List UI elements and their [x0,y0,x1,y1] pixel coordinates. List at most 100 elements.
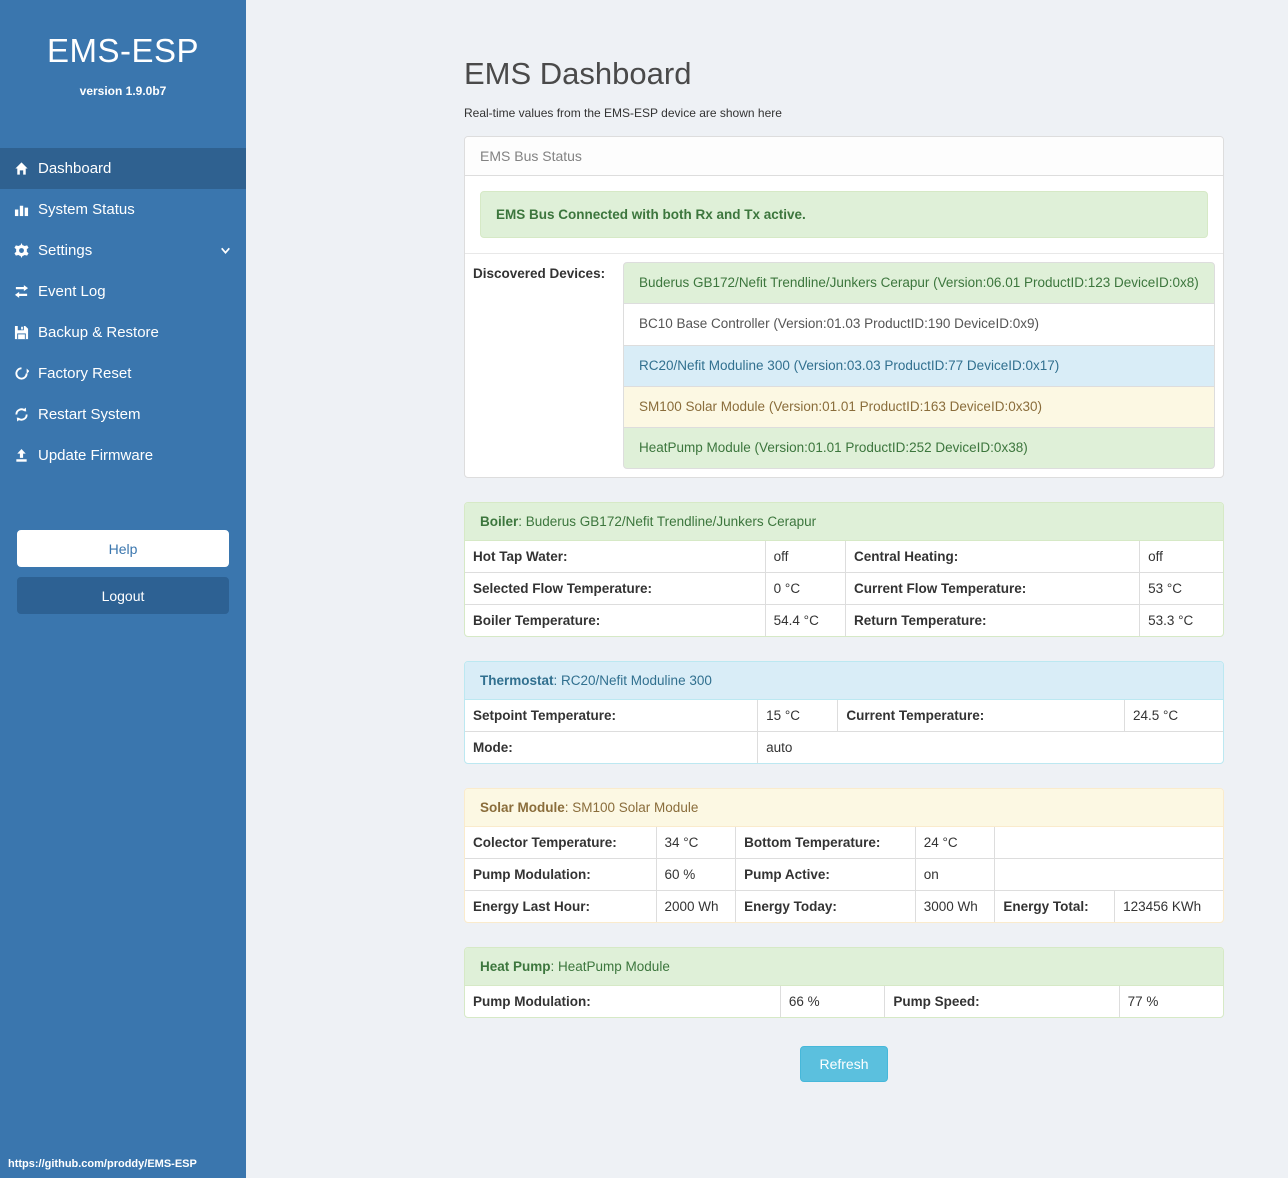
boiler-table: Hot Tap Water: off Central Heating: off … [465,541,1223,637]
sidebar-item-dashboard[interactable]: Dashboard [0,148,246,189]
table-row: Mode: auto [465,731,1223,764]
cell-label: Bottom Temperature: [735,827,916,860]
cell-value: 2000 Wh [655,890,737,923]
page-title: EMS Dashboard [464,56,692,91]
cell-value: 53.3 °C [1139,604,1223,637]
sidebar-item-label: System Status [38,201,135,218]
cell-label: Current Temperature: [837,700,1125,733]
help-button[interactable]: Help [17,530,229,567]
thermostat-panel-header: Thermostat: RC20/Nefit Moduline 300 [465,662,1223,701]
page-subtitle: Real-time values from the EMS-ESP device… [464,106,782,120]
device-list-item: RC20/Nefit Moduline 300 (Version:03.03 P… [623,344,1215,387]
table-row: Colector Temperature: 34 °C Bottom Tempe… [465,827,1223,860]
cell-value: 53 °C [1139,572,1223,606]
cell-value: 0 °C [764,572,847,606]
cell-value: on [914,858,996,892]
heat-pump-panel: Heat Pump: HeatPump Module Pump Modulati… [464,947,1224,1019]
table-row: Pump Modulation: 60 % Pump Active: on [465,858,1223,892]
bus-status-alert: EMS Bus Connected with both Rx and Tx ac… [480,191,1208,238]
sidebar-item-restart-system[interactable]: Restart System [0,394,246,435]
sidebar-item-backup-restore[interactable]: Backup & Restore [0,312,246,353]
sidebar-item-label: Backup & Restore [38,324,159,341]
sidebar-item-settings[interactable]: Settings [0,230,246,271]
ems-bus-status-header: EMS Bus Status [465,137,1223,176]
thermostat-label: Thermostat [480,673,554,689]
app-title: EMS-ESP [46,32,200,69]
device-list-item: BC10 Base Controller (Version:01.03 Prod… [623,303,1215,346]
cell-label: Colector Temperature: [465,827,657,860]
boiler-panel: Boiler: Buderus GB172/Nefit Trendline/Ju… [464,502,1224,638]
boiler-panel-header: Boiler: Buderus GB172/Nefit Trendline/Ju… [465,503,1223,542]
heat-pump-panel-header: Heat Pump: HeatPump Module [465,948,1223,987]
sidebar-item-label: Event Log [38,283,106,300]
cell-label: Energy Today: [735,890,916,923]
solar-device-name: : SM100 Solar Module [564,800,699,816]
sidebar-item-system-status[interactable]: System Status [0,189,246,230]
boiler-device-name: : Buderus GB172/Nefit Trendline/Junkers … [518,514,817,530]
solar-module-panel: Solar Module: SM100 Solar Module Colecto… [464,788,1224,924]
floppy-save-icon [14,325,38,340]
chevron-down-icon [219,244,232,257]
cell-value: 3000 Wh [914,890,996,923]
sidebar: EMS-ESP version 1.9.0b7 Dashboard System… [0,0,246,1178]
discovered-devices-label: Discovered Devices: [473,266,606,281]
table-row: Hot Tap Water: off Central Heating: off [465,541,1223,574]
device-list: Buderus GB172/Nefit Trendline/Junkers Ce… [623,262,1215,470]
device-list-item: SM100 Solar Module (Version:01.01 Produc… [623,385,1215,428]
cell-value: 54.4 °C [764,604,847,637]
cell-label: Selected Flow Temperature: [465,572,766,606]
discovered-devices-table: Discovered Devices: Buderus GB172/Nefit … [465,253,1223,477]
logout-button[interactable]: Logout [17,577,229,614]
refresh-button[interactable]: Refresh [800,1046,888,1083]
main-content: EMS Dashboard Real-time values from the … [246,0,1288,1083]
thermostat-device-name: : RC20/Nefit Moduline 300 [553,673,712,689]
sidebar-item-label: Dashboard [38,160,112,177]
cell-value: off [764,541,847,574]
boiler-label: Boiler [480,514,519,530]
solar-panel-header: Solar Module: SM100 Solar Module [465,789,1223,828]
table-row: Boiler Temperature: 54.4 °C Return Tempe… [465,604,1223,637]
solar-table: Colector Temperature: 34 °C Bottom Tempe… [465,827,1223,923]
cell-label: Hot Tap Water: [465,541,766,574]
cell-value: 24.5 °C [1123,700,1223,733]
cell-empty [994,827,1223,860]
cell-label: Boiler Temperature: [465,604,766,637]
sidebar-item-label: Update Firmware [38,447,154,464]
brand: EMS-ESP version 1.9.0b7 [0,0,246,98]
gear-icon [14,243,38,258]
cell-label: Return Temperature: [844,604,1141,637]
cell-label: Energy Last Hour: [465,890,657,923]
cell-empty [994,858,1223,892]
cell-value: 123456 KWh [1114,890,1223,923]
table-row: Selected Flow Temperature: 0 °C Current … [465,572,1223,606]
sidebar-item-event-log[interactable]: Event Log [0,271,246,312]
heat-pump-device-name: : HeatPump Module [550,959,670,975]
table-row: Setpoint Temperature: 15 °C Current Temp… [465,700,1223,733]
cell-label: Pump Speed: [884,986,1120,1018]
heat-pump-table: Pump Modulation: 66 % Pump Speed: 77 % [465,986,1223,1018]
app-version: version 1.9.0b7 [79,84,167,98]
sidebar-item-label: Settings [38,242,93,259]
device-list-item: Buderus GB172/Nefit Trendline/Junkers Ce… [623,262,1215,305]
table-row: Pump Modulation: 66 % Pump Speed: 77 % [465,986,1223,1018]
thermostat-panel: Thermostat: RC20/Nefit Moduline 300 Setp… [464,661,1224,765]
sidebar-item-update-firmware[interactable]: Update Firmware [0,435,246,476]
sidebar-item-factory-reset[interactable]: Factory Reset [0,353,246,394]
bar-chart-icon [14,202,38,217]
home-icon [14,161,38,176]
refresh-icon [14,366,38,381]
sidebar-item-label: Factory Reset [38,365,132,382]
cell-value: 77 % [1118,986,1223,1018]
cell-value: 15 °C [757,700,839,733]
sidebar-nav: Dashboard System Status Settings Event L… [0,148,246,476]
cell-value: 24 °C [914,827,996,860]
table-row: Energy Last Hour: 2000 Wh Energy Today: … [465,890,1223,923]
github-link[interactable]: https://github.com/proddy/EMS-ESP [8,1158,197,1170]
sidebar-item-label: Restart System [38,406,141,423]
ems-bus-status-panel: EMS Bus Status EMS Bus Connected with bo… [464,136,1224,479]
cell-label: Mode: [465,731,759,764]
cell-label: Pump Active: [735,858,916,892]
cell-value: 66 % [779,986,886,1018]
thermostat-table: Setpoint Temperature: 15 °C Current Temp… [465,700,1223,764]
device-list-item: HeatPump Module (Version:01.01 ProductID… [623,427,1215,470]
